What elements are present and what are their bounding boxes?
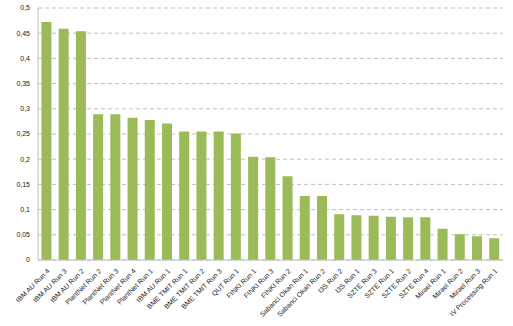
svg-text:Mirael Run 1: Mirael Run 1 xyxy=(413,267,447,301)
svg-text:Mirael Run 2: Mirael Run 2 xyxy=(431,267,465,301)
svg-text:0,15: 0,15 xyxy=(16,181,30,188)
svg-text:Sabanci Okan Run 1: Sabanci Okan Run 1 xyxy=(258,267,310,318)
svg-text:Mirael Run 3: Mirael Run 3 xyxy=(448,267,482,301)
svg-text:Sabanci Okan Run 2: Sabanci Okan Run 2 xyxy=(275,267,327,318)
svg-text:PlantNet Run 3: PlantNet Run 3 xyxy=(81,267,120,306)
svg-text:BME TMIT Run 1: BME TMIT Run 1 xyxy=(145,267,189,311)
svg-text:FINKI Run 1: FINKI Run 1 xyxy=(225,267,258,300)
svg-text:QUT Run 1: QUT Run 1 xyxy=(210,267,241,298)
svg-text:0: 0 xyxy=(26,256,30,263)
svg-text:0,2: 0,2 xyxy=(20,156,30,163)
svg-text:0,5: 0,5 xyxy=(20,4,30,11)
svg-text:PlantNet Run 1: PlantNet Run 1 xyxy=(115,267,155,306)
svg-text:0,1: 0,1 xyxy=(20,206,30,213)
svg-text:FINKI Run 2: FINKI Run 2 xyxy=(259,267,292,300)
svg-text:IBM AU Run 4: IBM AU Run 4 xyxy=(14,267,51,304)
svg-text:0,35: 0,35 xyxy=(16,80,30,87)
svg-text:IBM AU Run 1: IBM AU Run 1 xyxy=(135,267,172,304)
svg-text:SZTE Run 4: SZTE Run 4 xyxy=(397,267,430,300)
svg-text:0,4: 0,4 xyxy=(20,55,30,62)
svg-text:BME TMIT Run 2: BME TMIT Run 2 xyxy=(162,267,206,311)
svg-text:IBM AU Run 3: IBM AU Run 3 xyxy=(31,267,69,304)
svg-text:SZTE Run 2: SZTE Run 2 xyxy=(380,267,413,300)
svg-text:I3S Run 2: I3S Run 2 xyxy=(316,267,344,295)
svg-text:PlantNet Run 4: PlantNet Run 4 xyxy=(98,267,137,306)
svg-text:0,05: 0,05 xyxy=(16,231,30,238)
svg-text:BME TMIT Run 3: BME TMIT Run 3 xyxy=(180,267,224,311)
svg-text:PlantNet Run 2: PlantNet Run 2 xyxy=(64,267,103,306)
svg-text:SZTE Run 3: SZTE Run 3 xyxy=(345,267,379,300)
svg-text:IBM AU Run 2: IBM AU Run 2 xyxy=(49,267,86,304)
svg-text:I3S Run 1: I3S Run 1 xyxy=(333,267,361,295)
svg-text:IV Processing Run 1: IV Processing Run 1 xyxy=(449,267,500,318)
svg-text:FINKI Run 3: FINKI Run 3 xyxy=(242,267,275,300)
svg-text:0,25: 0,25 xyxy=(16,130,30,137)
svg-text:0,3: 0,3 xyxy=(20,105,30,112)
svg-text:SZTE Run 1: SZTE Run 1 xyxy=(363,267,396,300)
svg-text:0,45: 0,45 xyxy=(16,30,30,37)
